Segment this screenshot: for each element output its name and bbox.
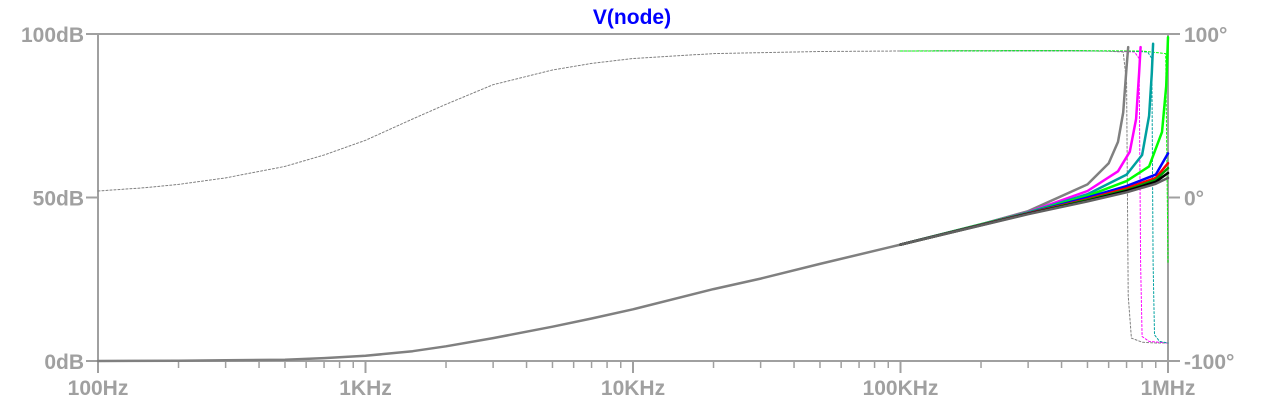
y-left-tick-label: 100dB: [21, 24, 84, 47]
magnitude-series-line: [899, 176, 1170, 246]
y-right-tick-label: 0°: [1184, 188, 1204, 211]
series-layer: [96, 36, 1170, 363]
x-tick-label: 100KHz: [863, 377, 939, 400]
x-tick-label: 10KHz: [601, 377, 665, 400]
x-tick-label: 100Hz: [68, 377, 129, 400]
x-tick-label: 1KHz: [339, 377, 392, 400]
y-left-tick-label: 0dB: [44, 351, 84, 374]
x-tick-label: 1MHz: [1141, 377, 1196, 400]
phase-series-line: [97, 50, 1169, 344]
axes-layer: 100Hz 1KHz 10KHz 100KHz 1MHz 100dB 50dB 0dB 100°…: [21, 24, 1234, 400]
y-left-tick-label: 50dB: [33, 188, 84, 211]
magnitude-series-line: [96, 45, 1130, 363]
phase-series-line: [900, 50, 1169, 344]
y-right-tick-label: -100°: [1184, 351, 1234, 374]
phase-series-line: [900, 50, 1169, 264]
chart-title: V(node): [593, 6, 671, 29]
y-right-tick-label: 100°: [1184, 24, 1227, 47]
